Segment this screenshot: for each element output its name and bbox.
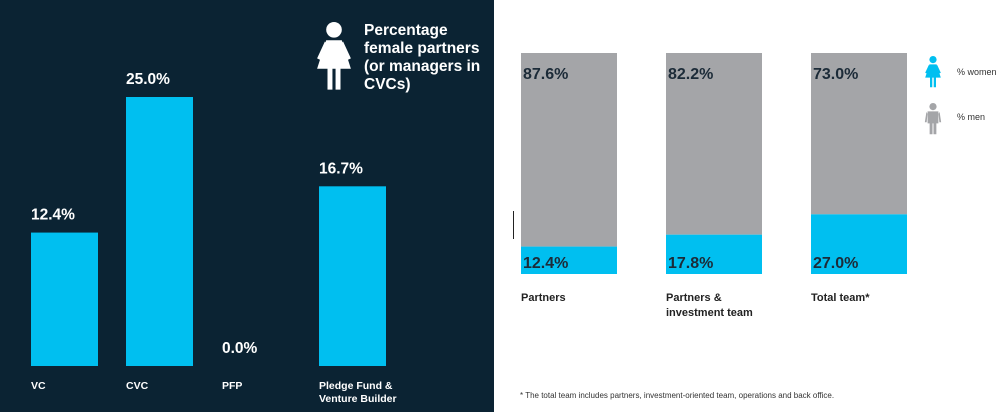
women-value-label: 27.0% xyxy=(813,255,858,272)
gender-split-stacked-chart: 87.6% 12.4% Partners 82.2% 17.8% Partners & in… xyxy=(521,53,997,319)
bar-pledge-fund-venture-builder xyxy=(319,186,386,366)
women-value-label: 17.8% xyxy=(668,255,713,272)
bar-value-label: 12.4% xyxy=(31,207,75,224)
legend-men-label: % men xyxy=(957,112,985,122)
bar-men-1 xyxy=(521,53,617,247)
category-label: VC xyxy=(31,380,46,392)
female-person-icon xyxy=(317,22,351,90)
category-label: Partners & investment team xyxy=(666,292,753,319)
men-value-label: 73.0% xyxy=(813,66,858,83)
bar-women-3 xyxy=(811,214,907,274)
bar-men-2 xyxy=(666,53,762,235)
bar-cvc xyxy=(126,97,193,366)
gender-split-chart-panel: 87.6% 12.4% Partners 82.2% 17.8% Partners & in… xyxy=(494,0,1007,412)
footnote: * The total team includes partners, inve… xyxy=(520,391,835,400)
left-chart-title: Percentage female partners (or managers … xyxy=(364,22,481,93)
category-label: Pledge Fund & Venture Builder xyxy=(319,380,397,405)
male-person-icon xyxy=(924,103,942,135)
female-partners-chart-panel: 12.4% VC 25.0% CVC 0.0% PFP 16.7% Pledge Fund &… xyxy=(0,0,494,412)
bar-value-label: 16.7% xyxy=(319,160,363,177)
text-cursor-mark xyxy=(513,211,514,239)
female-partners-bar-chart: 12.4% VC 25.0% CVC 0.0% PFP 16.7% Pledge Fund &… xyxy=(31,22,397,405)
bar-value-label: 0.0% xyxy=(222,340,258,357)
category-label: CVC xyxy=(126,380,149,392)
category-label: Partners xyxy=(521,292,566,304)
bar-women-2 xyxy=(666,234,762,274)
category-label: PFP xyxy=(222,380,242,392)
men-value-label: 82.2% xyxy=(668,66,713,83)
bar-vc xyxy=(31,232,98,366)
female-person-icon xyxy=(925,56,941,88)
bar-value-label: 25.0% xyxy=(126,71,170,88)
men-value-label: 87.6% xyxy=(523,66,568,83)
bar-men-3 xyxy=(811,53,907,215)
women-value-label: 12.4% xyxy=(523,255,568,272)
bar-women-1 xyxy=(521,246,617,274)
legend-women-label: % women xyxy=(957,67,997,77)
category-label: Total team* xyxy=(811,292,870,304)
